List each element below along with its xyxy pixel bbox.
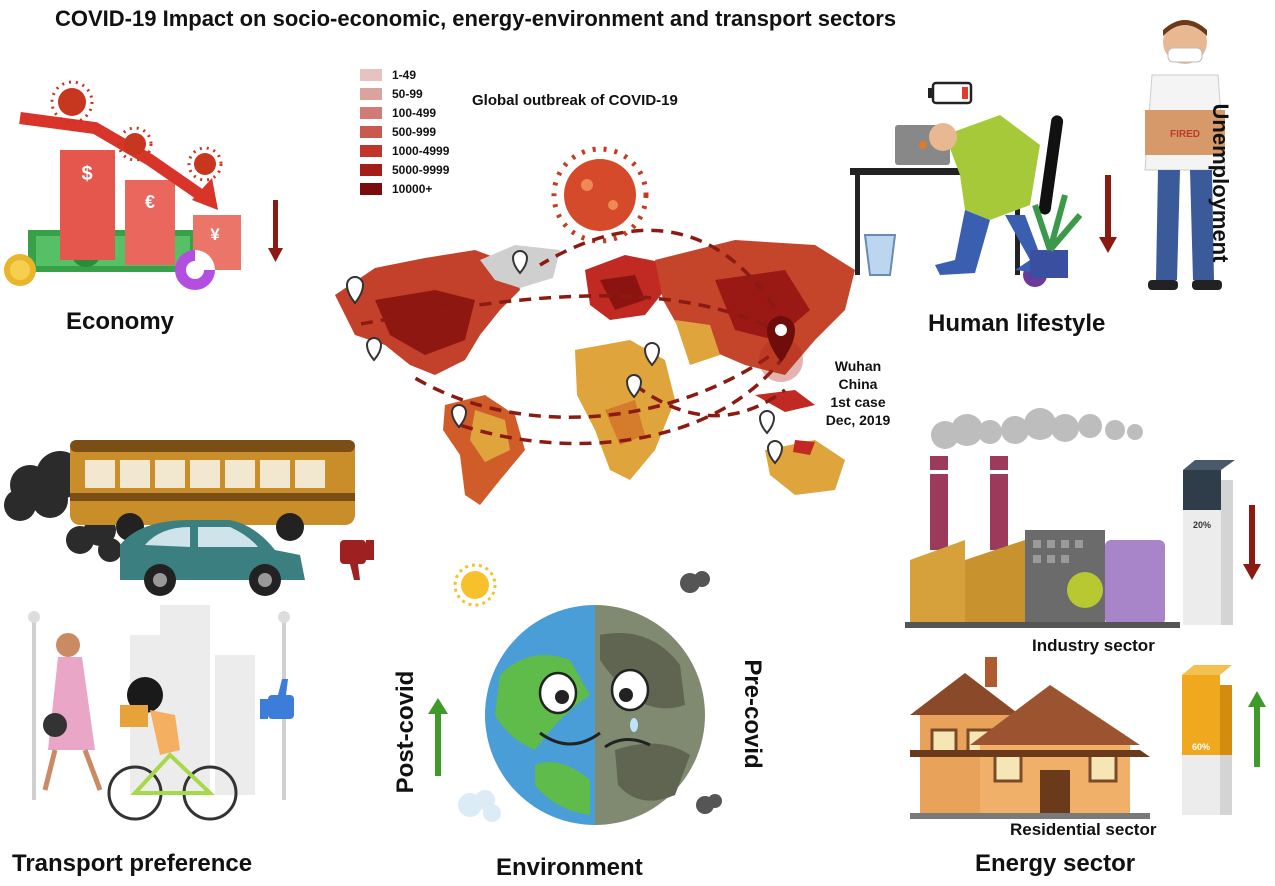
industry-trend-down-arrow bbox=[1243, 505, 1261, 580]
fired-box-label: FIRED bbox=[1170, 129, 1200, 140]
legend-item: 500-999 bbox=[360, 125, 436, 139]
legend-item: 10000+ bbox=[360, 182, 432, 196]
residential-illustration: 60% bbox=[910, 657, 1266, 819]
clean-cloud-icon bbox=[458, 790, 501, 822]
residential-trend-up-arrow bbox=[1248, 691, 1266, 767]
economy-label: Economy bbox=[66, 308, 175, 335]
virus-icon bbox=[551, 146, 649, 244]
smog-cloud-icon bbox=[680, 571, 722, 814]
factory-building bbox=[910, 540, 965, 625]
legend-item: 5000-9999 bbox=[360, 163, 449, 177]
thumbs-down-icon bbox=[340, 540, 374, 580]
walking-person bbox=[42, 633, 103, 791]
decline-arrow bbox=[19, 112, 209, 203]
origin-city: Wuhan bbox=[834, 358, 882, 374]
spread-routes bbox=[354, 228, 787, 446]
wuhan-annotation: Wuhan China 1st case Dec, 2019 bbox=[808, 357, 908, 429]
origin-date: Dec, 2019 bbox=[825, 412, 891, 428]
storage-tank bbox=[1067, 572, 1103, 608]
world-map bbox=[335, 146, 855, 505]
sun-icon bbox=[453, 563, 497, 607]
legend-item: 50-99 bbox=[360, 87, 423, 101]
industry-illustration: 20% bbox=[905, 408, 1261, 628]
residential-share-label: 60% bbox=[1192, 742, 1210, 752]
globe-face bbox=[538, 668, 651, 749]
environment-trend-up-arrow bbox=[428, 698, 448, 776]
virus-icon bbox=[50, 80, 223, 182]
wuhan-pin-icon bbox=[759, 316, 803, 382]
australia bbox=[765, 440, 845, 495]
post-covid-label: Post-covid bbox=[392, 670, 419, 794]
transport-label: Transport preference bbox=[12, 850, 253, 877]
bar-euro bbox=[125, 180, 175, 265]
euro-symbol: € bbox=[145, 192, 155, 212]
page-title: COVID-19 Impact on socio-economic, energ… bbox=[55, 6, 897, 31]
transport-vehicles-illustration bbox=[4, 440, 374, 596]
economy-illustration: $ $ € ¥ bbox=[4, 80, 283, 290]
unemployment-label: Unemployment bbox=[1208, 103, 1233, 263]
origin-country: China bbox=[838, 376, 878, 392]
residential-energy-bar bbox=[1182, 665, 1232, 815]
indonesia bbox=[755, 390, 815, 412]
thumbs-up-icon bbox=[260, 679, 294, 719]
residential-sector-label: Residential sector bbox=[1010, 820, 1157, 839]
map-heading: Global outbreak of COVID-19 bbox=[472, 92, 678, 109]
dollar-symbol: $ bbox=[81, 163, 92, 185]
human-lifestyle-illustration bbox=[850, 81, 1117, 287]
fired-box bbox=[1145, 110, 1225, 155]
cyclist bbox=[107, 677, 238, 821]
human-lifestyle-label: Human lifestyle bbox=[928, 310, 1106, 337]
environment-globe-illustration bbox=[453, 563, 722, 825]
pre-covid-label: Pre-covid bbox=[739, 659, 766, 769]
fired-worker-illustration: FIRED bbox=[1144, 20, 1226, 290]
lifestyle-trend-down-arrow bbox=[1099, 175, 1117, 253]
industry-share-label: 20% bbox=[1193, 520, 1211, 530]
location-pin-icon bbox=[345, 250, 784, 465]
house bbox=[910, 673, 1020, 715]
energy-sector-label: Energy sector bbox=[975, 850, 1136, 877]
legend-item: 1000-4999 bbox=[360, 144, 449, 158]
environment-label: Environment bbox=[496, 854, 643, 881]
low-battery-icon bbox=[928, 81, 973, 105]
house-door bbox=[1040, 770, 1070, 815]
industry-sector-label: Industry sector bbox=[1032, 636, 1155, 655]
tired-person bbox=[945, 115, 1040, 220]
origin-case: 1st case bbox=[830, 394, 886, 410]
bar-dollar bbox=[60, 150, 115, 260]
transport-bicycle-illustration bbox=[28, 605, 294, 821]
yen-symbol: ¥ bbox=[210, 225, 220, 244]
legend-item: 1-49 bbox=[360, 68, 416, 82]
industry-energy-bar bbox=[1183, 460, 1235, 625]
legend-item: 100-499 bbox=[360, 106, 436, 120]
factory-smoke bbox=[931, 408, 1143, 449]
desk bbox=[850, 168, 1025, 175]
economy-trend-down-arrow bbox=[268, 200, 283, 262]
